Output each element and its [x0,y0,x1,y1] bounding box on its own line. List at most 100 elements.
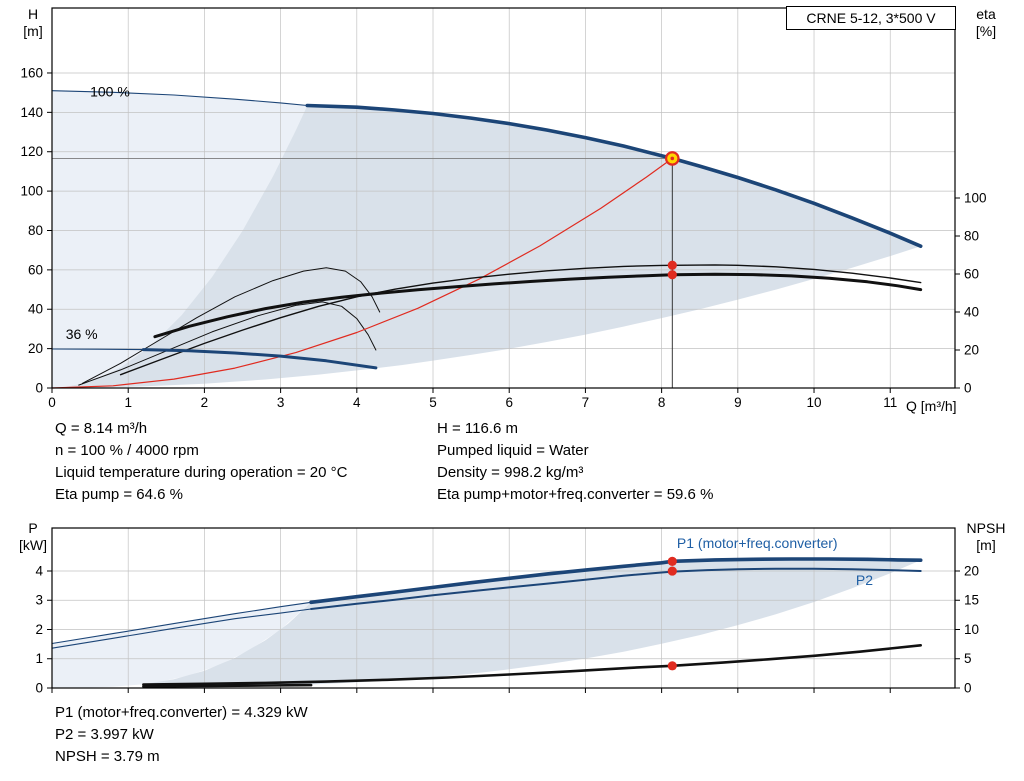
x-tick-label: 7 [582,395,590,410]
speed-value: n = 100 % / 4000 rpm [55,442,199,459]
speed-label-100: 100 % [90,84,130,100]
y-left-tick-label: 40 [28,302,43,317]
p2-value: P2 = 3.997 kW [55,726,154,743]
head-axis-title: H [m] [16,6,50,40]
duty-point-dot [667,556,677,566]
head-efficiency-chart: 100 % 36 % 0 1 2 3 4 5 6 7 8 9 10 11 0 20 40 60 80 100 120 14… [20,7,987,410]
npsh-curve-36 [142,683,313,688]
x-tick-label: 2 [201,395,209,410]
p1-value: P1 (motor+freq.converter) = 4.329 kW [55,704,308,721]
x-tick-label: 4 [353,395,361,410]
y-left-tick-label: 120 [20,144,43,159]
y-left-tick-label: 160 [20,65,43,80]
p2-curve-thin [51,608,312,649]
x-tick-label: 11 [883,395,897,410]
p1-curve-label: P1 (motor+freq.converter) [677,535,838,551]
npsh-value: NPSH = 3.79 m [55,748,160,765]
y-right-tick-label: 0 [964,681,972,696]
y-left-tick-label: 2 [35,622,43,637]
p1-curve-thin [51,601,312,645]
flow-axis-title: Q [m³/h] [906,398,957,414]
y-left-tick-label: 0 [35,381,43,396]
eta-axis-title: eta [%] [964,6,1008,40]
y-left-tick-label: 60 [28,262,43,277]
y-right-tick-label: 80 [964,229,979,244]
power-npsh-chart: P1 (motor+freq.converter) P2 0 1 2 3 4 0 5 10 15 20 [35,527,979,696]
head-axis-unit: [m] [23,23,43,39]
chart-title-box: CRNE 5-12, 3*500 V [786,6,956,30]
density-value: Density = 998.2 kg/m³ [437,464,584,481]
x-tick-label: 3 [277,395,285,410]
eta-pump-curve [119,264,922,376]
operating-data-left: Q = 8.14 m³/h n = 100 % / 4000 rpm Liqui… [55,418,347,506]
power-axis-unit: [kW] [19,537,47,553]
x-tick-label: 5 [429,395,437,410]
head-value: H = 116.6 m [437,420,519,437]
p1-curve [309,557,923,605]
y-right-tick-label: 20 [964,343,979,358]
duty-point-dot [667,661,677,671]
y-right-tick-label: 100 [964,191,987,206]
y-right-tick-label: 10 [964,622,979,637]
duty-point-dot [667,270,677,280]
power-axis-title: P [kW] [16,520,50,554]
pump-curve-100-thin [51,90,308,107]
y-right-tick-label: 15 [964,593,979,608]
power-envelope-main [143,559,921,688]
x-tick-label: 0 [48,395,56,410]
speed-envelope-pale [52,90,308,388]
eta-axis-symbol: eta [976,6,996,22]
liquid-temperature-value: Liquid temperature during operation = 20… [55,464,348,481]
pump-curve-36-thin [51,348,144,351]
eta-total-value: Eta pump+motor+freq.converter = 59.6 % [437,486,714,503]
head-axis-symbol: H [27,6,39,22]
y-left-tick-label: 80 [28,223,43,238]
x-tick-label: 8 [658,395,666,410]
x-tick-label: 10 [807,395,822,410]
pump-curve-100 [305,103,923,248]
y-left-tick-label: 3 [35,593,43,608]
power-axis-symbol: P [28,520,38,536]
y-left-tick-label: 1 [35,651,43,666]
speed-label-36: 36 % [66,326,98,342]
y-left-tick-label: 100 [20,184,43,199]
y-left-tick-label: 140 [20,105,43,120]
y-right-tick-label: 20 [964,563,979,578]
y-right-tick-label: 60 [964,267,979,282]
x-tick-label: 1 [124,395,132,410]
power-envelope-pale [52,602,312,688]
pumped-liquid-value: Pumped liquid = Water [437,442,589,459]
flow-value: Q = 8.14 m³/h [55,420,148,437]
y-left-tick-label: 0 [35,681,43,696]
eta-axis-unit: [%] [975,23,997,39]
x-tick-label: 9 [734,395,742,410]
y-right-tick-label: 0 [964,381,972,396]
eta-pump-value: Eta pump = 64.6 % [55,486,183,503]
plot-frame [51,527,956,689]
npsh-axis-unit: [m] [976,537,996,553]
y-left-tick-label: 4 [35,563,43,578]
y-right-tick-label: 40 [964,305,979,320]
npsh-axis-symbol: NPSH [966,520,1006,536]
speed-envelope-main [63,105,921,388]
duty-point-dot [667,260,677,270]
eta-arc-reduced-speed-2 [78,301,377,386]
x-tick-label: 6 [505,395,513,410]
y-left-tick-label: 20 [28,341,43,356]
p2-curve [310,567,922,610]
power-data: P1 (motor+freq.converter) = 4.329 kW P2 … [55,702,308,768]
eta-arc-reduced-speed-1 [82,267,381,384]
npsh-axis-title: NPSH [m] [958,520,1014,554]
y-right-tick-label: 5 [964,651,972,666]
npsh-curve [142,644,922,686]
operating-point-center [670,156,675,161]
duty-point-dot [667,566,677,576]
eta-total-curve [153,272,923,339]
p2-curve-label: P2 [856,572,873,588]
affinity-line-to-duty-point [51,157,673,389]
pump-curve-36 [141,348,378,370]
pump-model-label: CRNE 5-12, 3*500 V [806,10,936,26]
operating-data-right: H = 116.6 m Pumped liquid = Water Densit… [437,418,713,506]
